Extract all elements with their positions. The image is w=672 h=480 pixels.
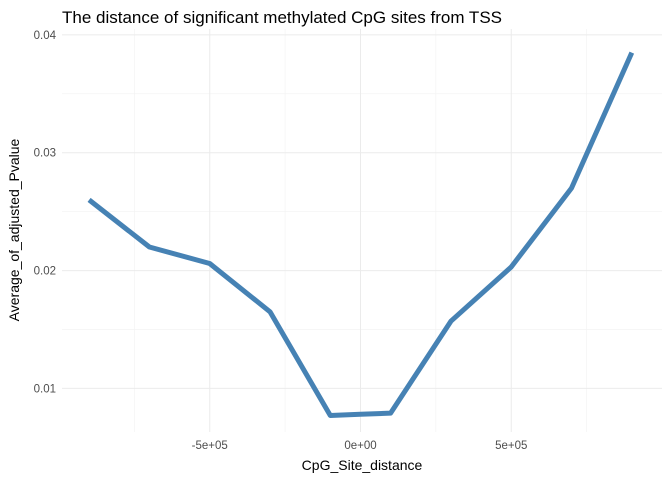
x-axis-ticks: -5e+05 0e+00 5e+05 [192, 440, 528, 452]
y-tick-label: 0.02 [34, 266, 56, 278]
x-tick-label: -5e+05 [192, 440, 228, 452]
series-layer [87, 51, 635, 418]
y-axis-ticks: 0.01 0.02 0.03 0.04 [34, 30, 57, 396]
series-line [87, 51, 635, 418]
chart-title: The distance of significant methylated C… [62, 8, 502, 27]
x-tick-label: 5e+05 [495, 440, 527, 452]
grid [62, 29, 662, 432]
y-tick-label: 0.03 [34, 148, 56, 160]
x-tick-label: 0e+00 [344, 440, 376, 452]
y-tick-label: 0.01 [34, 383, 56, 395]
y-tick-label: 0.04 [34, 30, 57, 42]
x-axis-title: CpG_Site_distance [302, 457, 423, 473]
y-axis-title: Average_of_adjusted_Pvalue [6, 138, 22, 321]
